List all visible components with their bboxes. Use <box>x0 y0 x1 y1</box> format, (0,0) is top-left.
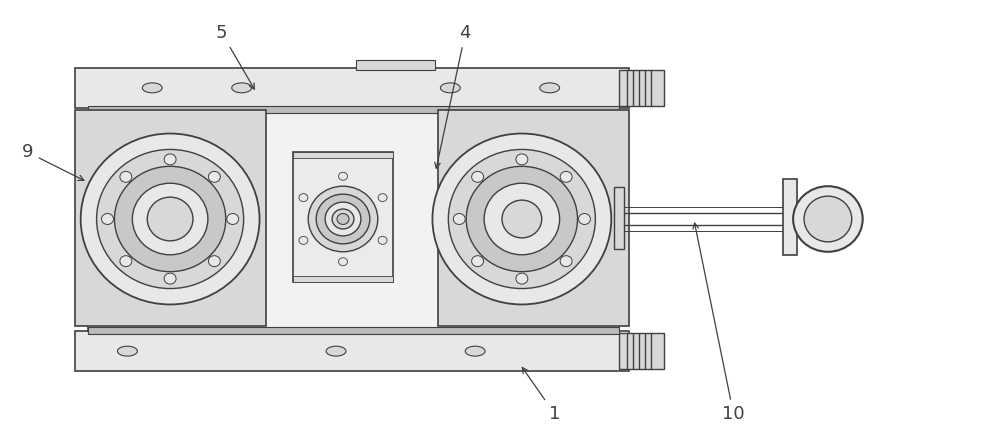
Ellipse shape <box>448 149 595 288</box>
Ellipse shape <box>299 236 308 244</box>
Ellipse shape <box>208 256 220 267</box>
Bar <box>75 331 629 371</box>
Ellipse shape <box>299 194 308 201</box>
Ellipse shape <box>453 214 465 225</box>
Bar <box>88 111 619 331</box>
Text: 5: 5 <box>216 24 254 89</box>
Ellipse shape <box>227 214 239 225</box>
Bar <box>75 110 266 326</box>
Ellipse shape <box>465 346 485 356</box>
Ellipse shape <box>132 183 208 255</box>
Ellipse shape <box>164 273 176 284</box>
Bar <box>614 187 624 249</box>
Ellipse shape <box>502 200 542 238</box>
Ellipse shape <box>560 256 572 267</box>
Bar <box>293 276 393 281</box>
Text: 9: 9 <box>22 143 84 180</box>
Ellipse shape <box>114 166 226 272</box>
Ellipse shape <box>804 196 852 242</box>
Ellipse shape <box>516 273 528 284</box>
Ellipse shape <box>81 134 260 305</box>
Ellipse shape <box>316 194 370 244</box>
Text: 1: 1 <box>522 368 560 423</box>
Bar <box>619 70 664 106</box>
Ellipse shape <box>102 214 113 225</box>
Bar <box>783 179 797 255</box>
Ellipse shape <box>578 214 590 225</box>
Bar <box>619 333 664 369</box>
Ellipse shape <box>560 171 572 182</box>
Ellipse shape <box>339 258 347 266</box>
Bar <box>88 106 619 113</box>
Ellipse shape <box>117 346 137 356</box>
Text: 10: 10 <box>693 223 745 423</box>
Ellipse shape <box>332 209 354 229</box>
Ellipse shape <box>120 256 132 267</box>
Ellipse shape <box>432 134 611 305</box>
Text: 4: 4 <box>435 24 471 168</box>
Ellipse shape <box>164 154 176 165</box>
Ellipse shape <box>142 83 162 93</box>
Ellipse shape <box>440 83 460 93</box>
Bar <box>293 153 393 281</box>
Ellipse shape <box>516 154 528 165</box>
Ellipse shape <box>120 171 132 182</box>
Ellipse shape <box>472 256 484 267</box>
Ellipse shape <box>378 194 387 201</box>
Ellipse shape <box>378 236 387 244</box>
Ellipse shape <box>147 197 193 241</box>
Ellipse shape <box>326 346 346 356</box>
Bar <box>356 60 435 70</box>
Bar <box>75 68 629 108</box>
Bar <box>293 153 393 158</box>
Ellipse shape <box>339 172 347 180</box>
Ellipse shape <box>466 166 578 272</box>
Ellipse shape <box>540 83 560 93</box>
Ellipse shape <box>308 186 378 252</box>
Bar <box>88 327 619 334</box>
Ellipse shape <box>232 83 252 93</box>
Ellipse shape <box>337 214 349 225</box>
Ellipse shape <box>325 202 361 236</box>
Bar <box>438 110 629 326</box>
Ellipse shape <box>484 183 560 255</box>
Ellipse shape <box>208 171 220 182</box>
Ellipse shape <box>97 149 244 288</box>
Ellipse shape <box>472 171 484 182</box>
Ellipse shape <box>793 186 863 252</box>
